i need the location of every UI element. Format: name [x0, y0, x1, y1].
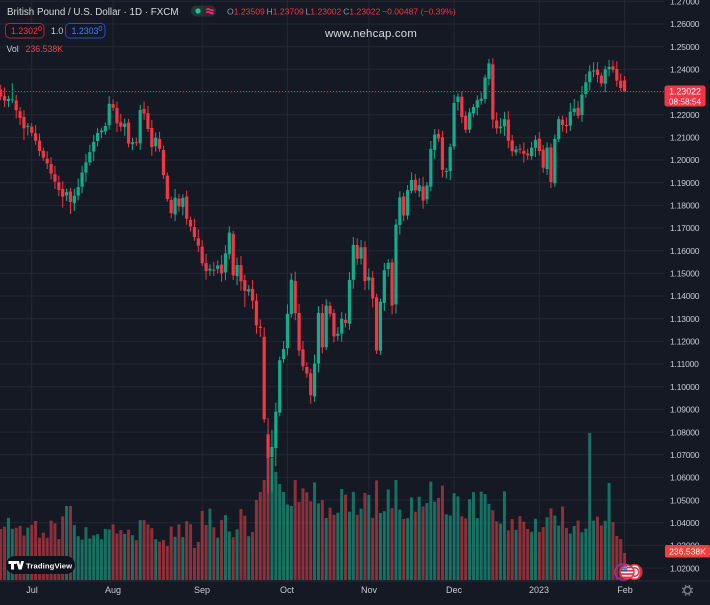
svg-text:1.14000: 1.14000 [670, 291, 700, 301]
svg-text:Dec: Dec [446, 585, 463, 595]
svg-text:1.19000: 1.19000 [670, 178, 700, 188]
svg-text:Sep: Sep [194, 585, 210, 595]
svg-text:British Pound / U.S. Dollar ·: British Pound / U.S. Dollar · 1D · FXCM [7, 7, 179, 18]
svg-text:1.24000: 1.24000 [670, 65, 700, 75]
svg-text:1.18000: 1.18000 [670, 201, 700, 211]
svg-text:1.26000: 1.26000 [670, 19, 700, 29]
svg-text:Oct: Oct [280, 585, 295, 595]
svg-text:1.20000: 1.20000 [670, 155, 700, 165]
svg-text:1.02000: 1.02000 [670, 563, 700, 573]
svg-text:1.21000: 1.21000 [670, 133, 700, 143]
svg-text:1.05000: 1.05000 [670, 495, 700, 505]
svg-text:2023: 2023 [529, 585, 549, 595]
svg-text:1.27000: 1.27000 [670, 0, 700, 7]
svg-text:08:58:54: 08:58:54 [669, 96, 702, 106]
svg-text:1.15000: 1.15000 [670, 269, 700, 279]
svg-text:Nov: Nov [361, 585, 378, 595]
svg-text:236.538K: 236.538K [669, 547, 706, 557]
svg-text:1.16000: 1.16000 [670, 246, 700, 256]
svg-text:Jul: Jul [26, 585, 38, 595]
svg-text:1.13000: 1.13000 [670, 314, 700, 324]
svg-text:1.08000: 1.08000 [670, 427, 700, 437]
svg-text:1.11000: 1.11000 [670, 359, 699, 369]
svg-text:1.17000: 1.17000 [670, 223, 700, 233]
svg-text:1.23022: 1.23022 [669, 87, 701, 97]
svg-text:www.nehcap.com: www.nehcap.com [324, 28, 417, 40]
svg-text:1.04000: 1.04000 [670, 518, 700, 528]
svg-text:1.23020: 1.23020 [11, 24, 42, 36]
svg-text:1.22000: 1.22000 [670, 110, 700, 120]
svg-text:1.07000: 1.07000 [670, 450, 700, 460]
svg-text:1.12000: 1.12000 [670, 337, 700, 347]
svg-text:236.538K: 236.538K [26, 44, 64, 54]
svg-text:TradingView: TradingView [26, 562, 72, 571]
svg-text:Feb: Feb [617, 585, 633, 595]
svg-text:1.25000: 1.25000 [670, 42, 700, 52]
svg-text:Vol: Vol [7, 44, 19, 54]
svg-text:1.06000: 1.06000 [670, 473, 700, 483]
svg-text:Aug: Aug [105, 585, 121, 595]
svg-text:1.0: 1.0 [51, 26, 63, 36]
svg-text:1.23030: 1.23030 [72, 24, 103, 36]
svg-text:1.09000: 1.09000 [670, 405, 700, 415]
svg-text:O1.23509 H1.23709 L1.23002 C1.: O1.23509 H1.23709 L1.23002 C1.23022 −0.0… [227, 7, 456, 17]
svg-text:1.10000: 1.10000 [670, 382, 700, 392]
